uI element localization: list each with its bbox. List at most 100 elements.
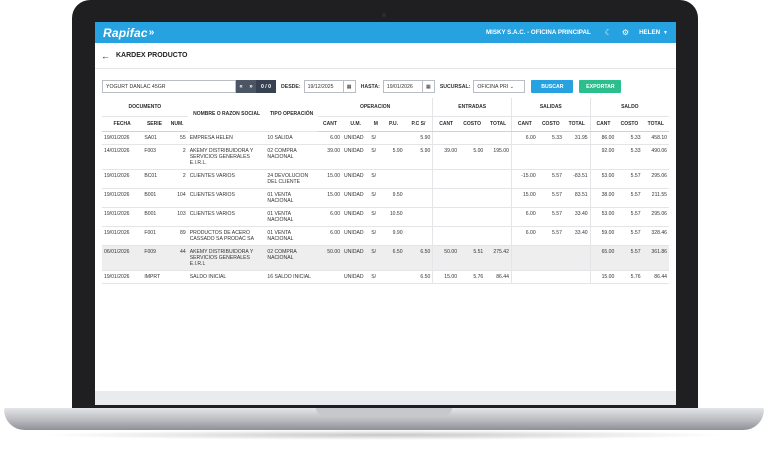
company-name[interactable]: MISKY S.A.C. - OFICINA PRINCIPAL [485,29,591,36]
cell-sa-costo: 5.57 [537,169,564,189]
pager: « » 0 / 0 [236,80,276,93]
cell-op-um: UNIDAD [342,226,370,246]
cell-sa-total: 33.40 [563,207,591,227]
cell-op-um: UNIDAD [342,169,370,189]
cell-en-cant [432,188,460,208]
user-menu[interactable]: HELEN ▼ [639,29,668,36]
cell-sa-costo [537,144,564,170]
header-nombre: NOMBRE O RAZON SOCIAL [187,98,266,132]
col-sa-total: TOTAL [563,116,591,132]
cell-op-um: UNIDAD [342,188,370,208]
cell-serie: B001 [142,188,167,208]
cell-nombre: CLIENTES VARIOS [187,188,266,208]
cell-sa-costo [537,270,564,284]
col-sa-costo: COSTO [537,116,564,132]
cell-op-cant: 6.00 [317,207,343,227]
cell-op-m: S/ [369,270,383,284]
next-icon[interactable]: » [249,83,253,90]
page-title: KARDEX PRODUCTO [116,52,188,59]
cell-sd-cant: 38.00 [589,188,617,208]
cell-sa-costo: 5.33 [537,131,564,145]
sucursal-select[interactable]: OFICINA PRI ⌄ [473,80,526,93]
cell-num: 89 [166,226,188,246]
table-row[interactable]: 19/01/2026 B001 104 CLIENTES VARIOS 01 VENTA… [102,188,669,208]
group-operacion: OPERACION [317,98,433,117]
cell-sd-costo: 5.33 [616,131,643,145]
cell-en-costo [459,169,486,189]
cell-sd-total: 211.55 [642,188,669,208]
sucursal-value: OFICINA PRI [477,83,509,90]
sucursal-label: SUCURSAL: [439,83,471,90]
table-row[interactable]: 19/01/2026 F001 89 PRODUCTOS DE ACERO CASSA… [102,226,669,246]
cell-en-cant: 39.00 [432,144,460,170]
cell-sd-total: 361.86 [642,245,669,271]
exportar-button[interactable]: EXPORTAR [579,80,622,93]
kardex-table-body: 19/01/2026 SA01 55 EMPRESA HELEN 10 SALIDA 6.… [102,131,669,284]
cell-op-m: S/ [369,131,383,145]
cell-op-pu: 6.50 [382,245,405,271]
back-arrow-icon[interactable]: ← [101,50,110,61]
calendar-icon[interactable]: ▦ [421,81,434,92]
cell-sa-cant [510,270,538,284]
cell-en-costo [459,207,486,227]
cell-num: 44 [166,245,188,271]
prev-icon[interactable]: « [239,83,243,90]
cell-sa-cant: 6.00 [510,131,538,145]
cell-sd-costo: 5.57 [616,169,643,189]
table-row[interactable]: 19/01/2026 BC01 2 CLIENTES VARIOS 24 DEVOLUC… [102,169,669,189]
table-row[interactable]: 06/01/2026 F009 44 AKEMY DISTRIBUIDORA Y SE… [102,245,669,271]
filter-bar: YOGURT DANLAC 45GR « » 0 / 0 DESDE: 19/1… [102,80,669,93]
cell-nombre: CLIENTES VARIOS [187,169,266,189]
chevron-down-icon: ⌄ [509,83,515,90]
cell-sa-cant: -15.00 [510,169,538,189]
calendar-icon[interactable]: ▦ [342,81,355,92]
cell-sa-costo [537,245,564,271]
cell-en-total [485,131,512,145]
cell-en-costo: 5.51 [459,245,486,271]
hasta-date-input[interactable]: 19/01/2026 ▦ [382,80,435,93]
table-row[interactable]: 19/01/2026 B001 103 CLIENTES VARIOS 01 VENTA… [102,207,669,227]
cell-en-costo [459,226,486,246]
cell-fecha: 19/01/2026 [102,169,143,189]
cell-en-cant [432,131,460,145]
col-op-m: M [369,116,383,132]
gear-icon[interactable]: ⚙ [621,28,630,37]
app-screen: Rapifac » MISKY S.A.C. - OFICINA PRINCIP… [95,22,676,391]
table-row[interactable]: 19/01/2026 IMPRT SALDO INICIAL 16 SALDO INI… [102,270,669,284]
cell-sa-total: 33.40 [563,226,591,246]
cell-sd-cant: 53.00 [589,169,617,189]
cell-op-pc [404,226,433,246]
cell-op-pu: 5.90 [382,144,405,170]
cell-tipo: 01 VENTA NACIONAL [265,188,318,208]
col-sa-cant: CANT [510,116,538,132]
kardex-table: DOCUMENTO NOMBRE O RAZON SOCIAL TIPO OPE… [102,98,669,284]
cell-en-cant: 50.00 [432,245,460,271]
cell-sd-costo: 5.57 [616,245,643,271]
moon-icon[interactable]: ☾ [604,28,612,37]
cell-op-m: S/ [369,226,383,246]
cell-sa-costo: 5.57 [537,226,564,246]
chevron-down-icon: ▼ [663,30,668,36]
cell-en-costo: 5.00 [459,144,486,170]
cell-sd-cant: 15.00 [589,270,617,284]
cell-fecha: 19/01/2026 [102,131,143,145]
buscar-button[interactable]: BUSCAR [531,80,574,93]
cell-op-m: S/ [369,207,383,227]
screen-bottom-strip [95,389,676,405]
cell-op-cant: 15.00 [317,169,343,189]
cell-op-um: UNIDAD [342,245,370,271]
cell-sd-costo: 5.76 [616,270,643,284]
cell-sd-cant: 65.00 [589,245,617,271]
cell-num [166,270,188,284]
cell-op-pc: 6.50 [404,245,433,271]
app-logo[interactable]: Rapifac [103,25,148,40]
product-select[interactable]: YOGURT DANLAC 45GR [102,80,236,93]
table-row[interactable]: 14/01/2026 F003 2 AKEMY DISTRIBUIDORA Y SER… [102,144,669,170]
cell-serie: F001 [142,226,167,246]
cell-sd-cant: 86.00 [589,131,617,145]
desde-date-input[interactable]: 19/12/2025 ▦ [303,80,356,93]
desde-label: DESDE: [281,83,301,90]
cell-sd-total: 295.06 [642,169,669,189]
table-row[interactable]: 19/01/2026 SA01 55 EMPRESA HELEN 10 SALIDA 6.… [102,131,669,145]
cell-sd-total: 490.06 [642,144,669,170]
